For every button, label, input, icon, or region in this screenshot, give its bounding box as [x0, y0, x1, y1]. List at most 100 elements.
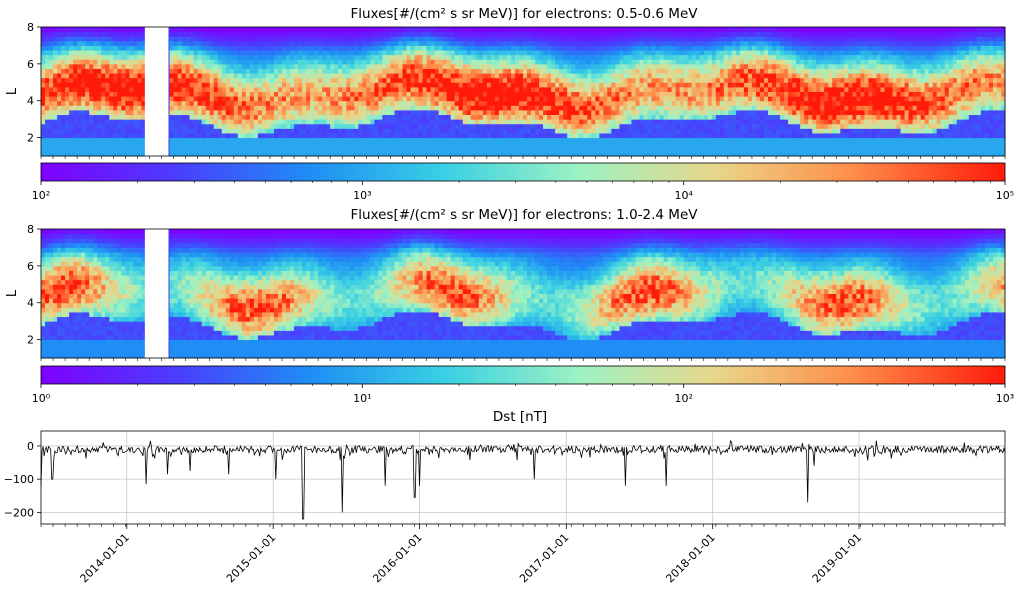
heatmap-cell: [141, 109, 146, 116]
heatmap-cell: [723, 146, 729, 152]
heatmap-cell: [635, 91, 640, 97]
heatmap-cell: [374, 86, 379, 92]
heatmap-cell: [683, 40, 689, 46]
heatmap-cell: [635, 119, 640, 125]
heatmap-cell: [571, 27, 576, 33]
heatmap-cell: [639, 82, 644, 88]
heatmap-cell: [607, 132, 612, 139]
heatmap-cell: [703, 68, 709, 74]
heatmap-cell: [125, 50, 130, 56]
heatmap-cell: [398, 142, 403, 148]
heatmap-cell: [434, 27, 440, 33]
heatmap-cell: [699, 105, 705, 111]
heatmap-cell: [414, 100, 420, 106]
heatmap-cell: [314, 40, 319, 46]
heatmap-cell: [406, 132, 412, 139]
heatmap-cell: [502, 137, 508, 143]
heatmap-cell: [414, 40, 420, 46]
heatmap-cell: [651, 31, 657, 37]
heatmap-cell: [298, 105, 303, 111]
heatmap-cell: [398, 31, 403, 37]
heatmap-cell: [366, 123, 371, 129]
heatmap-cell: [667, 31, 673, 37]
heatmap-cell: [715, 123, 721, 129]
heatmap-cell: [426, 73, 432, 79]
heatmap-cell: [205, 27, 211, 33]
heatmap-cell: [221, 45, 227, 51]
heatmap-cell: [502, 96, 508, 102]
heatmap-cell: [370, 54, 375, 60]
heatmap-cell: [699, 54, 705, 60]
heatmap-cell: [77, 96, 82, 102]
heatmap-cell: [125, 119, 130, 125]
heatmap-cell: [362, 128, 367, 134]
heatmap-cell: [390, 68, 395, 74]
heatmap-cell: [189, 82, 195, 88]
heatmap-cell: [209, 91, 215, 97]
heatmap-cell: [366, 132, 371, 139]
heatmap-cell: [113, 36, 118, 42]
heatmap-cell: [615, 128, 620, 134]
heatmap-cell: [494, 100, 500, 106]
heatmap-cell: [342, 68, 347, 74]
heatmap-cell: [89, 82, 94, 88]
heatmap-cell: [294, 100, 299, 106]
heatmap-cell: [442, 119, 448, 125]
heatmap-cell: [527, 105, 532, 111]
heatmap-cell: [201, 119, 207, 125]
heatmap-cell: [290, 86, 295, 92]
heatmap-cell: [623, 50, 628, 56]
heatmap-cell: [402, 100, 408, 106]
heatmap-cell: [743, 77, 749, 83]
heatmap-cell: [109, 68, 114, 74]
heatmap-cell: [595, 63, 600, 69]
heatmap-cell: [314, 142, 319, 148]
heatmap-cell: [394, 119, 399, 125]
heatmap-cell: [422, 96, 428, 102]
heatmap-cell: [667, 40, 673, 46]
heatmap-cell: [671, 54, 677, 60]
heatmap-cell: [73, 63, 78, 69]
heatmap-cell: [531, 31, 536, 37]
heatmap-cell: [402, 27, 408, 33]
heatmap-cell: [85, 68, 90, 74]
heatmap-cell: [105, 73, 110, 79]
heatmap-cell: [378, 100, 383, 106]
heatmap-cell: [687, 128, 693, 134]
heatmap-cell: [426, 82, 432, 88]
heatmap-cell: [370, 27, 375, 33]
heatmap-cell: [338, 86, 343, 92]
heatmap-cell: [442, 68, 448, 74]
heatmap-cell: [121, 100, 126, 106]
heatmap-cell: [378, 31, 383, 37]
heatmap-cell: [655, 77, 661, 83]
heatmap-cell: [45, 132, 50, 139]
heatmap-cell: [249, 109, 255, 116]
heatmap-cell: [85, 59, 90, 65]
heatmap-cell: [559, 91, 564, 97]
heatmap-cell: [257, 91, 263, 97]
heatmap-cell: [241, 123, 247, 129]
heatmap-cell: [490, 119, 496, 125]
heatmap-cell: [57, 96, 62, 102]
heatmap-cell: [462, 100, 468, 106]
heatmap-cell: [125, 27, 130, 33]
heatmap-cell: [406, 54, 412, 60]
heatmap-cell: [591, 27, 596, 33]
heatmap-cell: [261, 68, 267, 74]
heatmap-cell: [177, 59, 183, 65]
heatmap-cell: [394, 123, 399, 129]
heatmap-cell: [269, 68, 275, 74]
heatmap-cell: [510, 63, 516, 69]
heatmap-cell: [776, 82, 781, 88]
heatmap-cell: [603, 146, 608, 152]
heatmap-cell: [318, 146, 323, 152]
heatmap-cell: [217, 91, 223, 97]
heatmap-cell: [430, 82, 436, 88]
heatmap-cell: [65, 68, 70, 74]
heatmap-cell: [482, 146, 488, 152]
heatmap-cell: [731, 123, 737, 129]
heatmap-cell: [261, 77, 267, 83]
heatmap-cell: [69, 128, 74, 134]
heatmap-cell: [535, 36, 540, 42]
